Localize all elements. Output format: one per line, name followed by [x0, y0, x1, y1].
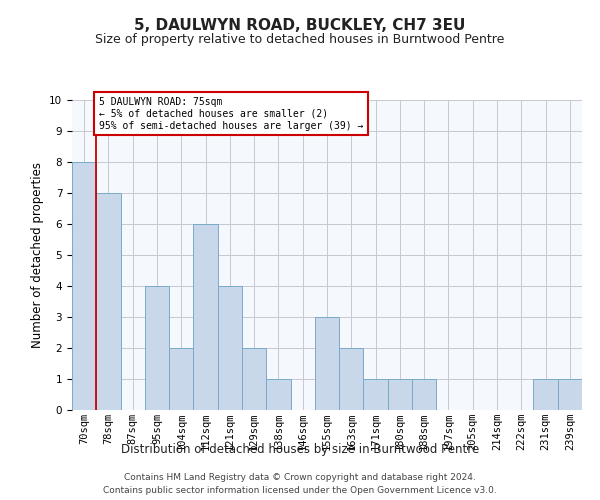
Bar — [364, 379, 388, 410]
Bar — [558, 379, 582, 410]
Bar — [266, 379, 290, 410]
Text: Distribution of detached houses by size in Burntwood Pentre: Distribution of detached houses by size … — [121, 442, 479, 456]
Bar — [242, 348, 266, 410]
Text: Size of property relative to detached houses in Burntwood Pentre: Size of property relative to detached ho… — [95, 32, 505, 46]
Bar — [72, 162, 96, 410]
Bar — [96, 193, 121, 410]
Bar — [412, 379, 436, 410]
Bar — [339, 348, 364, 410]
Bar — [315, 317, 339, 410]
Bar — [388, 379, 412, 410]
Bar — [169, 348, 193, 410]
Bar — [193, 224, 218, 410]
Text: 5 DAULWYN ROAD: 75sqm
← 5% of detached houses are smaller (2)
95% of semi-detach: 5 DAULWYN ROAD: 75sqm ← 5% of detached h… — [99, 98, 363, 130]
Text: Contains HM Land Registry data © Crown copyright and database right 2024.: Contains HM Land Registry data © Crown c… — [124, 472, 476, 482]
Text: 5, DAULWYN ROAD, BUCKLEY, CH7 3EU: 5, DAULWYN ROAD, BUCKLEY, CH7 3EU — [134, 18, 466, 32]
Text: Contains public sector information licensed under the Open Government Licence v3: Contains public sector information licen… — [103, 486, 497, 495]
Bar — [218, 286, 242, 410]
Bar — [533, 379, 558, 410]
Y-axis label: Number of detached properties: Number of detached properties — [31, 162, 44, 348]
Bar — [145, 286, 169, 410]
